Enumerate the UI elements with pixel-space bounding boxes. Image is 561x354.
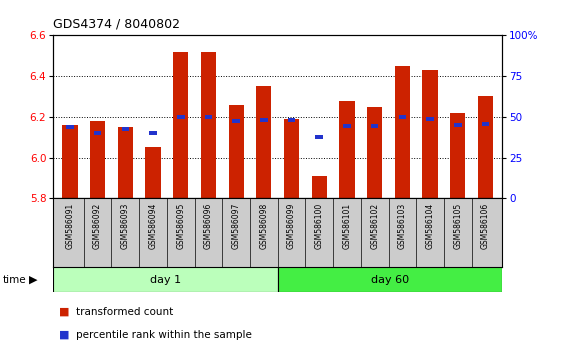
Bar (398, 115, 406, 119)
Bar (260, 118, 268, 122)
Text: GSM586092: GSM586092 (93, 203, 102, 249)
Bar (478, 96, 493, 198)
Bar (145, 147, 160, 198)
Bar (395, 66, 410, 198)
Bar (339, 101, 355, 198)
Bar (232, 119, 240, 123)
Text: GSM586100: GSM586100 (315, 203, 324, 249)
Text: GDS4374 / 8040802: GDS4374 / 8040802 (53, 17, 180, 30)
Text: GSM586102: GSM586102 (370, 203, 379, 249)
Text: GSM586104: GSM586104 (426, 203, 435, 249)
Text: transformed count: transformed count (76, 307, 173, 316)
Text: GSM586103: GSM586103 (398, 203, 407, 249)
Bar (315, 135, 323, 139)
Bar (205, 115, 212, 119)
Text: ■: ■ (59, 307, 70, 316)
Bar (367, 107, 382, 198)
Bar (482, 122, 489, 126)
Text: GSM586098: GSM586098 (259, 203, 268, 249)
Bar (228, 104, 244, 198)
Bar (122, 127, 129, 131)
Bar (256, 86, 272, 198)
Bar (450, 113, 466, 198)
Bar (311, 176, 327, 198)
Text: day 60: day 60 (371, 275, 409, 285)
Bar (53, 267, 278, 292)
Bar (118, 127, 133, 198)
Bar (149, 131, 157, 135)
Bar (62, 125, 77, 198)
Text: percentile rank within the sample: percentile rank within the sample (76, 330, 252, 339)
Text: time: time (3, 275, 26, 285)
Bar (94, 131, 102, 135)
Bar (371, 124, 379, 128)
Text: GSM586106: GSM586106 (481, 203, 490, 249)
Text: GSM586095: GSM586095 (176, 203, 185, 250)
Bar (90, 121, 105, 198)
Bar (177, 115, 185, 119)
Text: GSM586093: GSM586093 (121, 203, 130, 250)
Text: GSM586091: GSM586091 (66, 203, 75, 249)
Text: GSM586094: GSM586094 (149, 203, 158, 250)
Bar (343, 124, 351, 128)
Bar (454, 123, 462, 127)
Text: ▶: ▶ (29, 275, 38, 285)
Bar (278, 267, 502, 292)
Text: GSM586097: GSM586097 (232, 203, 241, 250)
Bar (201, 52, 216, 198)
Bar (173, 52, 188, 198)
Text: GSM586101: GSM586101 (342, 203, 351, 249)
Bar (426, 117, 434, 121)
Text: GSM586105: GSM586105 (453, 203, 462, 249)
Text: GSM586099: GSM586099 (287, 203, 296, 250)
Bar (66, 125, 73, 129)
Bar (288, 118, 295, 122)
Bar (284, 119, 299, 198)
Text: day 1: day 1 (150, 275, 181, 285)
Bar (422, 70, 438, 198)
Text: ■: ■ (59, 330, 70, 339)
Text: GSM586096: GSM586096 (204, 203, 213, 250)
